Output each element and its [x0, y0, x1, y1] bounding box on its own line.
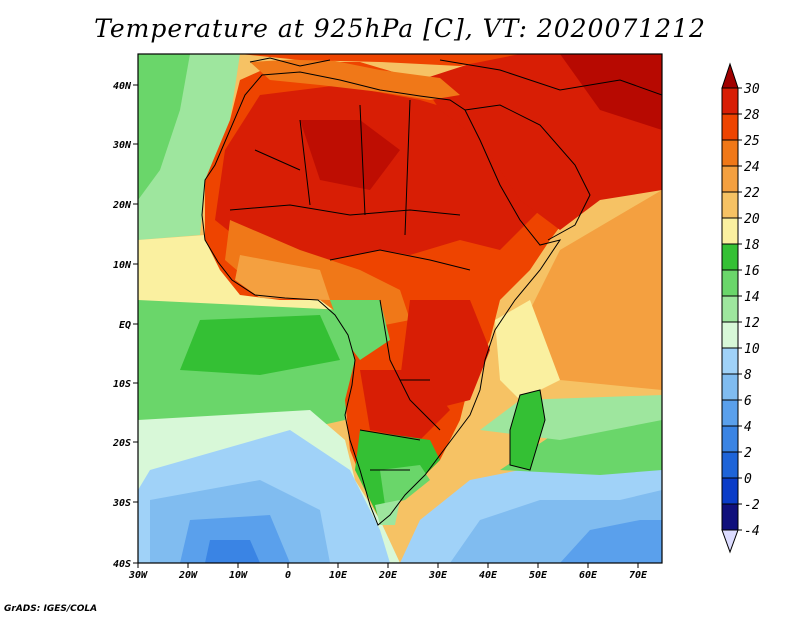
colorbar-label: 30	[743, 82, 760, 97]
lon-tick-label: 20W	[178, 570, 198, 581]
coastlines	[201, 57, 662, 526]
colorbar-segment	[721, 477, 739, 505]
colorbar-top-arrow	[721, 62, 739, 89]
colorbar-label: 24	[744, 160, 760, 175]
lat-tick-label: 30N	[112, 140, 132, 151]
colorbar-label: 18	[744, 238, 760, 253]
colorbar-label: 10	[744, 342, 760, 357]
lat-tick-label: 20N	[112, 200, 132, 211]
colorbar-label: 12	[744, 316, 760, 331]
colorbar-label: 16	[744, 264, 760, 279]
colorbar-segment	[721, 191, 739, 219]
lat-tick-label: 20S	[112, 438, 131, 449]
colorbar-label: 6	[744, 394, 752, 409]
colorbar-label: 8	[744, 368, 752, 383]
lon-tick-label: 50E	[529, 570, 548, 581]
lon-tick-label: 20E	[378, 570, 398, 581]
colorbar-segment	[721, 139, 739, 167]
lon-tick-label: 0	[285, 570, 291, 581]
colorbar-segment	[721, 269, 739, 297]
colorbar-label: -4	[744, 524, 760, 539]
map-title: Temperature at 925hPa [C], VT: 202007121…	[94, 14, 706, 43]
lat-tick-label: 10S	[113, 379, 131, 390]
colorbar-label: 28	[744, 108, 760, 123]
lat-tick-label: 40N	[113, 81, 132, 92]
colorbar-label: 2	[744, 446, 752, 461]
colorbar-segment	[721, 87, 739, 115]
colorbar-label: 20	[744, 212, 760, 227]
colorbar-segment	[721, 503, 739, 531]
colorbar-segment	[721, 425, 739, 453]
temperature-field	[138, 54, 662, 563]
longitude-axis: 30W 20W 10W 0 10E 20E 30E 40E 50E 60E 70E	[128, 563, 648, 581]
colorbar-label: -2	[744, 498, 760, 513]
colorbar-segment	[721, 399, 739, 427]
lon-tick-label: 40E	[479, 570, 498, 581]
colorbar-label: 14	[744, 290, 760, 305]
lon-tick-label: 30E	[428, 570, 448, 581]
lat-tick-label: EQ	[119, 320, 131, 331]
lon-tick-label: 10E	[329, 570, 348, 581]
lon-tick-label: 10W	[229, 570, 248, 581]
colorbar-segment	[721, 321, 739, 349]
colorbar-label: 25	[744, 134, 760, 149]
colorbar-bottom-arrow	[721, 529, 739, 554]
lat-tick-label: 30S	[112, 498, 131, 509]
footer-credit: GrADS: IGES/COLA	[4, 604, 98, 614]
lon-tick-label: 30W	[128, 570, 148, 581]
colorbar-label: 22	[744, 186, 760, 201]
colorbar-segment	[721, 113, 739, 141]
colorbar-segment	[721, 217, 739, 245]
colorbar-segment	[721, 347, 739, 375]
colorbar-label: 4	[744, 420, 752, 435]
lat-tick-label: 10N	[113, 260, 132, 271]
lat-tick-label: 40S	[113, 559, 131, 570]
colorbar-segment	[721, 373, 739, 401]
colorbar-segment	[721, 295, 739, 323]
latitude-axis: 40N 30N 20N 10N EQ 10S 20S 30S 40S	[112, 81, 138, 570]
lon-tick-label: 60E	[579, 570, 598, 581]
lon-tick-label: 70E	[629, 570, 648, 581]
colorbar-segment	[721, 243, 739, 271]
colorbar-segment	[721, 165, 739, 193]
colorbar-segment	[721, 451, 739, 479]
colorbar-label: 0	[744, 472, 752, 487]
map-frame	[137, 53, 663, 564]
